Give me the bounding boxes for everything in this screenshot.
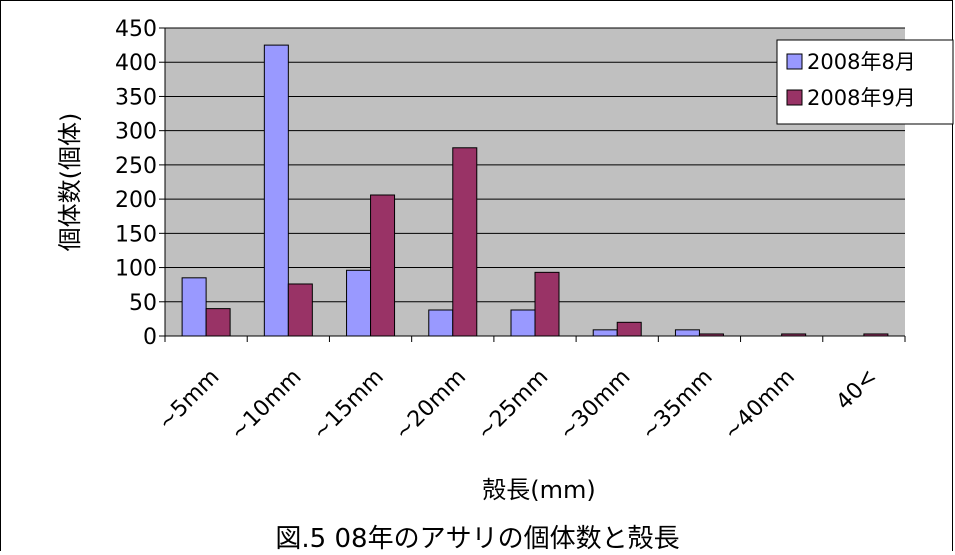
x-axis-label: 殻長(mm) <box>482 476 595 504</box>
bar <box>674 329 700 337</box>
legend-swatch <box>786 89 803 106</box>
y-tick-label: 150 <box>115 222 157 247</box>
bar <box>370 194 396 337</box>
legend-label: 2008年8月 <box>807 50 916 74</box>
legend: 2008年8月 2008年9月 <box>776 39 954 125</box>
bar <box>592 329 618 337</box>
bar <box>534 271 560 337</box>
x-tick-label: ~15mm <box>308 365 389 446</box>
legend-box <box>776 39 954 125</box>
y-tick-label: 100 <box>115 257 157 282</box>
x-tick-label: ~25mm <box>472 365 553 446</box>
axes <box>159 27 906 342</box>
bar <box>205 308 231 337</box>
bar <box>287 283 313 337</box>
y-tick-label: 300 <box>115 120 157 145</box>
y-axis-label: 個体数(個体) <box>56 113 84 252</box>
y-tick-label: 200 <box>115 188 157 213</box>
y-tick-label: 0 <box>143 325 157 350</box>
bar <box>616 321 642 337</box>
bar <box>452 147 478 337</box>
bar <box>181 277 207 337</box>
legend-label: 2008年9月 <box>807 86 916 110</box>
y-tick-labels: 0 50 100 150 200 250 300 350 400 450 <box>115 17 157 350</box>
bar <box>263 44 289 337</box>
y-tick-label: 350 <box>115 85 157 110</box>
y-tick-label: 50 <box>129 291 157 316</box>
x-tick-label: ~30mm <box>555 365 636 446</box>
x-tick-label: 40< <box>832 365 883 416</box>
bar <box>346 269 372 337</box>
y-tick-label: 250 <box>115 154 157 179</box>
figure-caption: 図.5 08年のアサリの個体数と殻長 <box>275 524 680 554</box>
x-tick-label: ~20mm <box>390 365 471 446</box>
x-tick-labels: ~5mm ~10mm ~15mm ~20mm ~25mm ~30mm ~35mm ~40mm 4… <box>153 365 882 446</box>
x-tick-label: ~40mm <box>719 365 800 446</box>
y-tick-label: 400 <box>115 51 157 76</box>
y-tick-label: 450 <box>115 17 157 42</box>
bar <box>428 309 454 337</box>
x-tick-label: ~5mm <box>153 365 224 436</box>
bar <box>510 309 536 337</box>
x-tick-label: ~10mm <box>226 365 307 446</box>
x-tick-label: ~35mm <box>637 365 718 446</box>
legend-swatch <box>786 53 803 70</box>
